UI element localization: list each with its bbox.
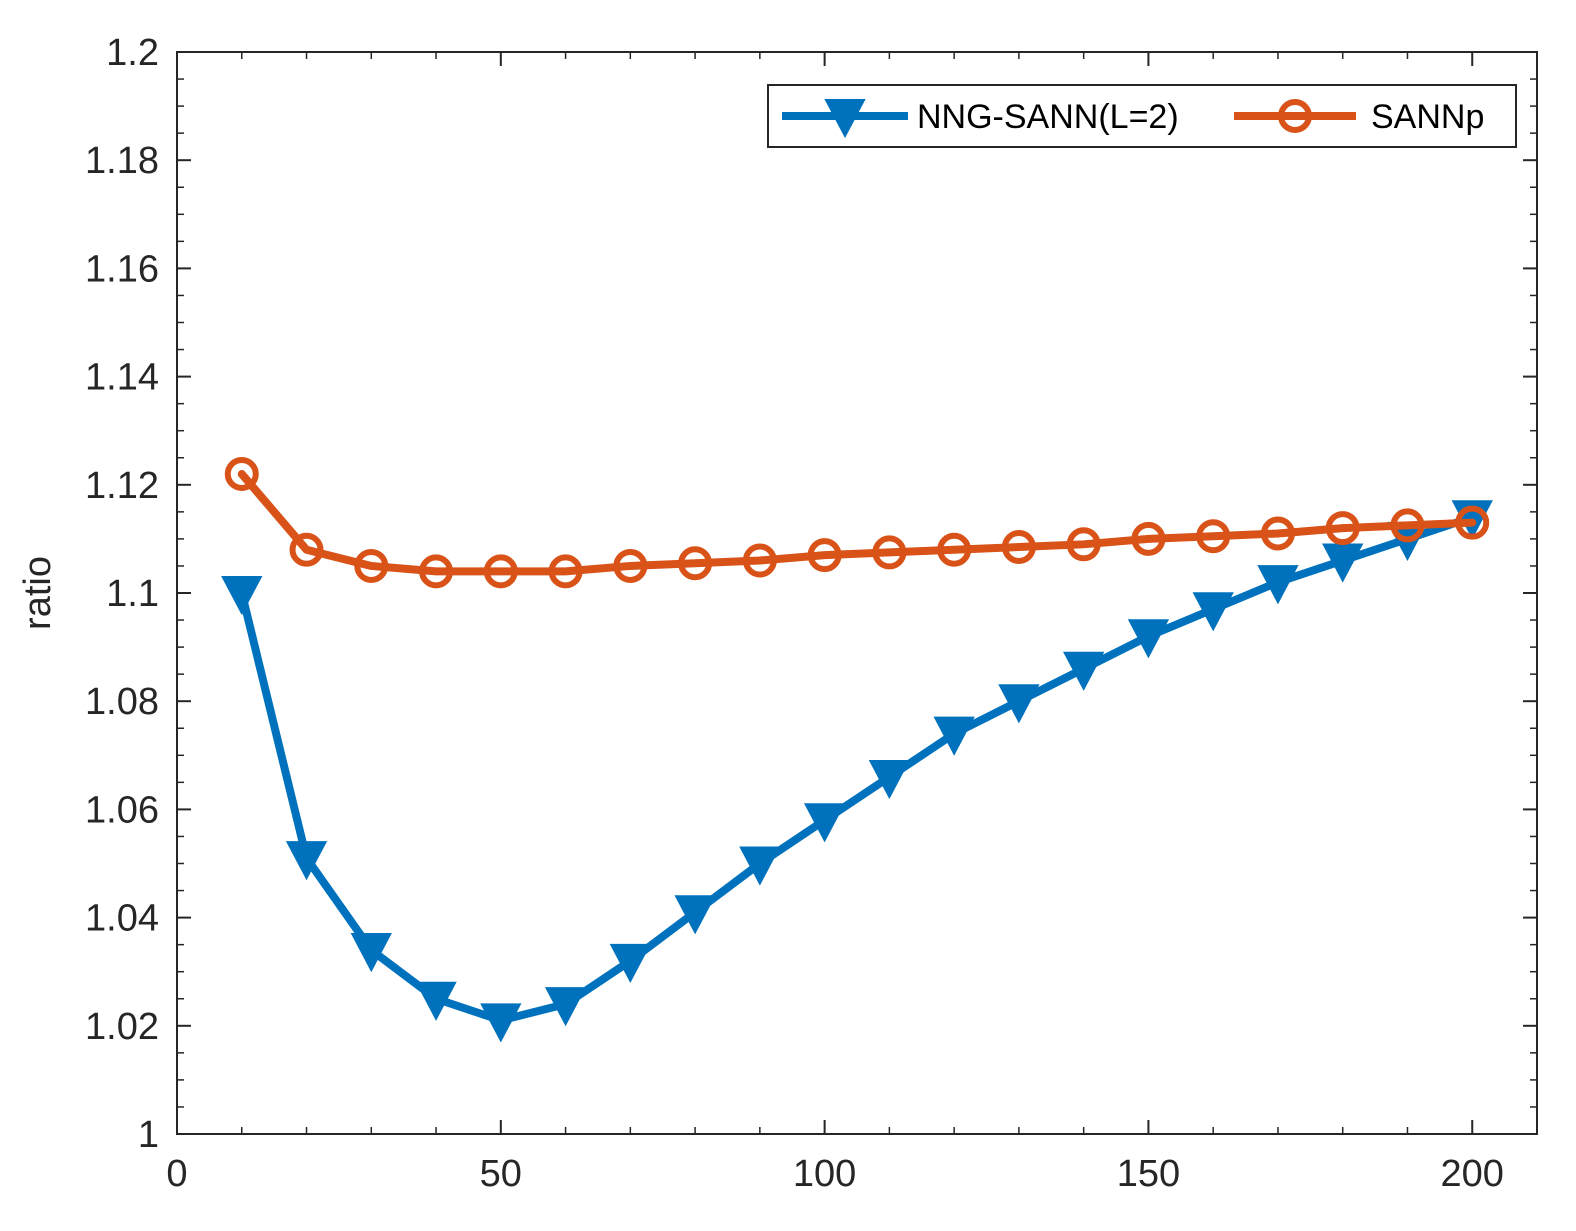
data-point [224,456,259,491]
data-point [1192,592,1234,632]
data-point [1001,530,1036,565]
data-point [1390,508,1425,543]
y-tick-label: 1.02 [85,1006,159,1048]
y-tick-label: 1 [138,1114,159,1156]
plot-area-frame [176,51,1538,1135]
y-tick-label: 1.14 [85,357,159,399]
series-layer [221,456,1493,1043]
data-point [480,1003,522,1043]
data-point [872,535,907,570]
legend-label: SANNp [1371,98,1484,136]
x-tick-label: 150 [1117,1153,1180,1195]
data-point [1257,565,1299,605]
y-tick-label: 1.08 [85,681,159,723]
data-point [289,532,324,567]
data-point [354,548,389,583]
series-line [237,513,1477,1025]
x-tick-label: 0 [166,1153,187,1195]
y-tick-label: 1.2 [106,32,159,74]
legend-entry: SANNp [1234,98,1484,136]
data-point [674,895,716,935]
data-point [807,538,842,573]
data-point [739,846,781,886]
x-tick-label: 200 [1441,1153,1504,1195]
data-point [285,841,328,881]
legend: NNG-SANN(L=2) SANNp [767,84,1517,148]
data-point [609,943,651,984]
data-point [803,803,846,843]
data-point [1063,651,1105,691]
data-point [742,543,777,578]
data-point [415,981,457,1021]
data-point [998,684,1040,724]
data-point [544,987,587,1027]
data-point [1066,527,1101,562]
y-tick-label: 1.18 [85,140,159,182]
y-tick-label: 1.1 [106,573,159,615]
y-tick-label: 1.06 [85,789,159,831]
data-point [678,546,713,581]
data-point [483,554,518,589]
y-tick-label: 1.12 [85,465,159,507]
legend-label: NNG-SANN(L=2) [917,98,1179,136]
data-point [1325,511,1360,546]
data-point [1131,521,1166,556]
labels-layer: 0 50 100 150 200 1 1.02 1.04 1.06 1.08 1.1 1.12 1.14… [85,32,1504,1195]
data-point [868,759,911,800]
data-point [1127,619,1170,659]
data-point [613,548,648,583]
x-tick-label: 50 [480,1153,522,1195]
ticks-layer [176,51,1537,1135]
data-point [548,554,583,589]
series-line [237,469,1477,576]
legend-entry: NNG-SANN(L=2) [782,98,1179,139]
series-sannp [224,456,1490,589]
data-point [1196,519,1231,554]
y-tick-label: 1.04 [85,898,159,940]
y-tick-label: 1.16 [85,248,159,290]
data-point [350,933,392,973]
data-point [1455,505,1490,540]
data-point [937,532,972,567]
data-point [419,554,454,589]
y-axis-label: ratio [17,556,59,630]
legend-marker [1278,99,1312,133]
data-point [933,716,975,756]
x-tick-label: 100 [793,1153,856,1195]
data-point [1260,516,1295,551]
data-point [221,576,263,616]
legend-marker [824,99,866,139]
